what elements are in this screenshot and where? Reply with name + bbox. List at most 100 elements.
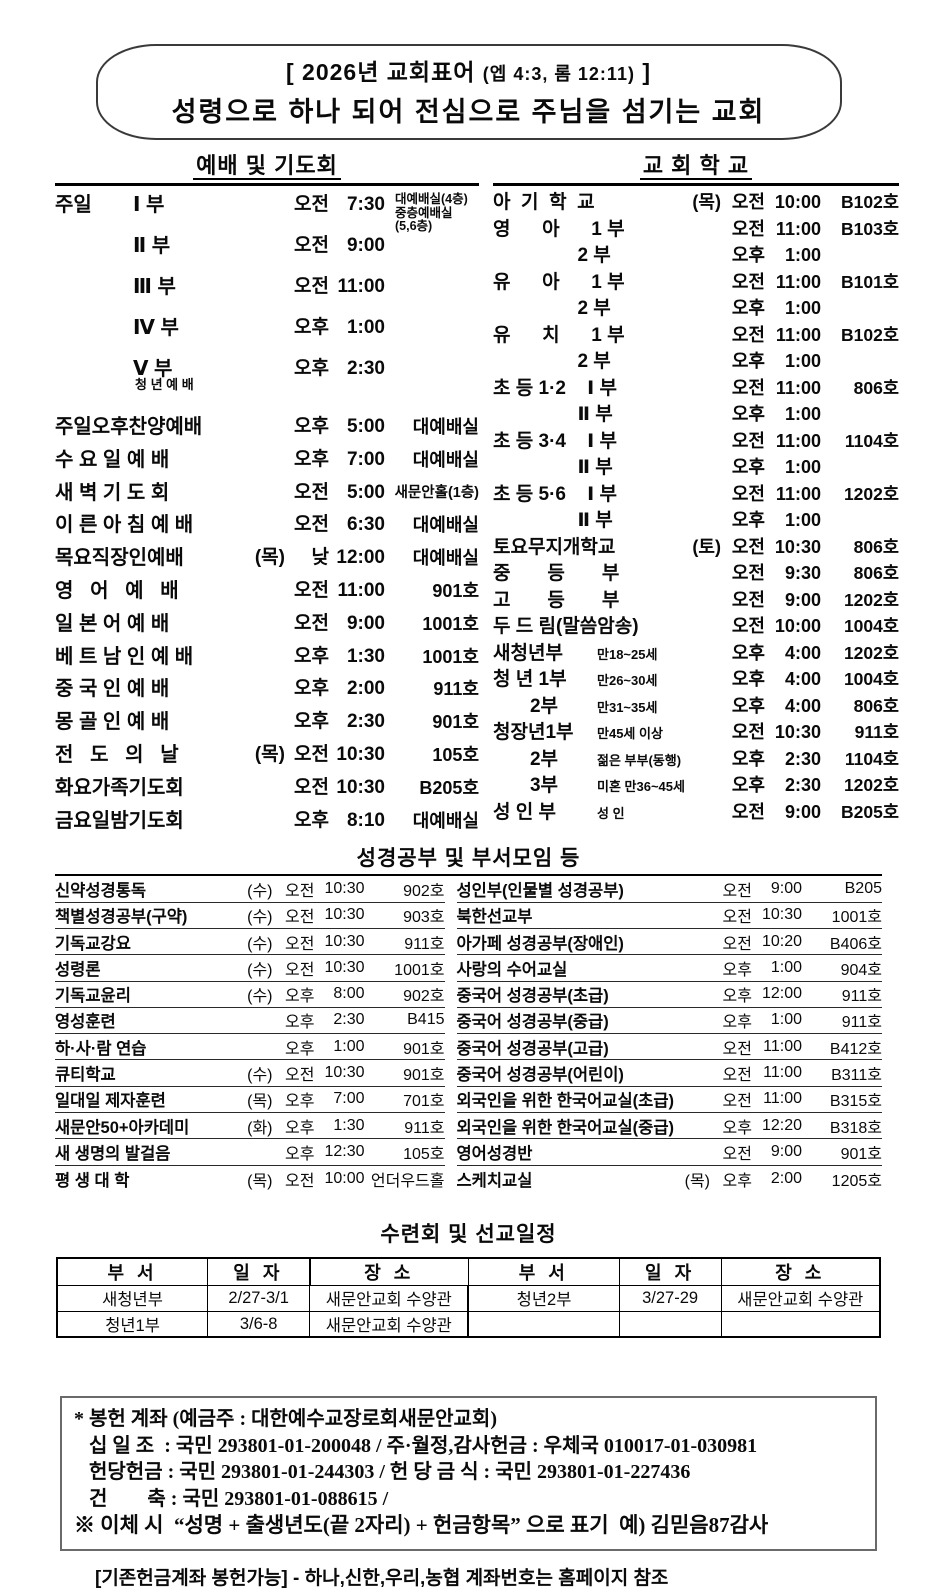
study-row-time: 12:00 (761, 985, 802, 1003)
motto-suffix: ] (634, 59, 652, 85)
worship-row-time: 5:00 (346, 416, 385, 437)
worship-row-place: 대예배실 (412, 810, 479, 831)
school-row-label: Ⅱ 부 (493, 457, 613, 478)
school-row-label: 초 등 3·4 Ⅰ 부 (493, 430, 617, 452)
school-row-name: 청 년 1부 만26~30세 (493, 667, 685, 693)
study-row-name: 스케치교실 (456, 1171, 533, 1190)
study-row-ampm: 오후 (285, 988, 315, 1006)
school-row-time: 2:30 (784, 775, 821, 795)
worship-row-name: 중 국 인 예 배 (55, 678, 170, 701)
school-row-age-note: 성 인 (597, 805, 625, 821)
school-row-ampm: 오전 (731, 589, 765, 610)
school-row: 초 등 3·4 Ⅰ 부 오전 11:00 1104호 (493, 429, 899, 456)
study-row-name: 신약성경통독 (55, 882, 147, 900)
worship-row: 이 른 아 침 예 배 오전 6:30 대예배실 (55, 510, 479, 543)
retreat-cell-date (618, 1310, 722, 1338)
school-row-age-note: 만45세 이상 (597, 726, 663, 741)
worship-row-place: 901호 (432, 580, 479, 601)
worship-row-part: Ⅱ 부 (133, 231, 247, 261)
school-row-ampm: 오전 (731, 616, 765, 636)
worship-row-name: 금요일밤기도회 (55, 809, 184, 832)
retreat-body: 새청년부 2/27-3/1 새문안교회 수양관 청년2부 3/27-29 새문안… (56, 1284, 881, 1338)
study-row-name: 기독교강요 (55, 934, 131, 953)
study-row: 하·사·람 연습 오후 1:00 901호 (55, 1034, 445, 1061)
worship-row-name: 목요직장인예배 (55, 547, 184, 570)
study-row-time: 1:30 (333, 1116, 365, 1134)
school-row-name: 2부 젊은 부부(동행) (493, 747, 685, 773)
retreat-title: 수련회 및 선교일정 (380, 1222, 557, 1246)
school-row-time: 10:00 (774, 192, 821, 212)
study-row-name: 외국인을 위한 한국어교실(중급) (456, 1118, 675, 1137)
worship-row-time: 7:00 (346, 448, 385, 470)
worship-row: 몽 골 인 예 배 오후 2:30 901호 (55, 707, 479, 740)
retreat-cell-place: 새문안교회 수양관 (309, 1284, 469, 1312)
study-row-place: 903호 (403, 909, 445, 927)
school-row-place: B205호 (841, 801, 899, 822)
retreat-header-cell: 일 자 (207, 1257, 311, 1286)
retreat-cell-date: 3/6-8 (207, 1310, 311, 1338)
study-row-time: 9:00 (770, 880, 802, 897)
school-row-time: 11:00 (775, 271, 821, 292)
study-row: 큐티학교 (수) 오전 10:30 901호 (55, 1060, 445, 1087)
motto-line-1: [ 2026년 교회표어 (엡 4:3, 롬 12:11) ] (108, 53, 830, 87)
study-row-time: 10:30 (324, 906, 365, 924)
study-row-name: 중국어 성경공부(고급) (456, 1039, 609, 1058)
school-row-place: 1202호 (843, 775, 899, 795)
school-row-place: 1104호 (844, 748, 899, 769)
school-row-label: 두 드 림(말씀암송) (493, 616, 639, 637)
worship-row-place: 대예배실 (412, 417, 479, 437)
school-row-age-note: 젊은 부부(동행) (597, 752, 682, 768)
school-row-name: 고 등 부 (493, 588, 685, 614)
worship-row-place: 105호 (432, 744, 479, 765)
worship-row-ampm: 오전 (294, 743, 329, 765)
worship-row: 베 트 남 인 예 배 오후 1:30 1001호 (55, 642, 479, 675)
school-row-name: 아 기 학 교 (493, 190, 685, 216)
school-row-label: 2 부 (493, 298, 611, 319)
school-row-ampm: 오전 (731, 192, 765, 212)
worship-row-part: Ⅳ 부 (133, 313, 247, 343)
worship-title-text: 예배 및 기도회 (193, 153, 341, 180)
study-row: 일대일 제자훈련 (목) 오후 7:00 701호 (55, 1087, 445, 1114)
retreat-cell-place: 새문안교회 수양관 (720, 1284, 881, 1312)
school-row-label: 중 등 부 (493, 563, 620, 584)
school-row: 중 등 부 오전 9:30 806호 (493, 561, 899, 588)
worship-part-label: Ⅳ 부 (133, 317, 179, 339)
school-row-place: 806호 (853, 536, 899, 557)
school-row-day: (목) (692, 192, 721, 212)
study-right-column: 성인부(인물별 성경공부) 오전 9:00 B205 북한선교부 오전 10:3… (456, 876, 882, 1192)
study-row-place: 1001호 (831, 909, 882, 927)
school-row-time: 2:30 (784, 748, 821, 769)
study-row-place: 언더우드홀 (370, 1172, 445, 1190)
worship-row-ampm: 오전 (294, 194, 329, 215)
school-row-place: 806호 (853, 695, 899, 716)
school-row-label: 고 등 부 (493, 589, 620, 611)
school-row: 유 아 1 부 오전 11:00 B101호 (493, 270, 899, 297)
study-row-place: 911호 (404, 935, 445, 953)
study-row: 사랑의 수어교실 오후 1:00 904호 (456, 955, 882, 982)
school-row-name: Ⅱ 부 (493, 508, 685, 534)
study-row-ampm: 오후 (722, 1119, 752, 1137)
school-row-name: 2부 만31~35세 (493, 694, 685, 720)
worship-row-name: 화요가족기도회 (55, 776, 184, 799)
retreat-cell-dept (467, 1310, 620, 1338)
school-row-ampm: 오전 (731, 483, 765, 504)
school-row: 2 부 오후 1:00 (493, 243, 899, 270)
school-row-place: B103호 (841, 218, 899, 239)
study-row-place: 911호 (841, 988, 882, 1006)
school-row-label: Ⅱ 부 (493, 404, 613, 425)
offering-line: ※ 이체 시 “성명 + 출생년도(끝 2자리) + 헌금항목” 으로 표기 예… (74, 1513, 769, 1538)
study-row-place: B415 (407, 1011, 445, 1029)
study-row-ampm: 오전 (285, 1067, 315, 1085)
school-row: 아 기 학 교 (목) 오전 10:00 B102호 (493, 190, 899, 217)
study-row-place: 911호 (841, 1014, 882, 1032)
study-row: 영성훈련 오후 2:30 B415 (55, 1008, 445, 1035)
study-row-place: 1205호 (831, 1172, 882, 1190)
school-row-place: B102호 (841, 192, 899, 212)
study-row-ampm: 오후 (722, 988, 752, 1006)
worship-row: 새 벽 기 도 회 오전 5:00 새문안홀(1층) (55, 478, 479, 511)
worship-row: 주일오후찬양예배 오후 5:00 대예배실 (55, 412, 479, 445)
worship-row-name: 주일 (55, 194, 92, 216)
school-row-ampm: 오전 (731, 563, 765, 583)
worship-row-time: 10:30 (336, 743, 385, 765)
